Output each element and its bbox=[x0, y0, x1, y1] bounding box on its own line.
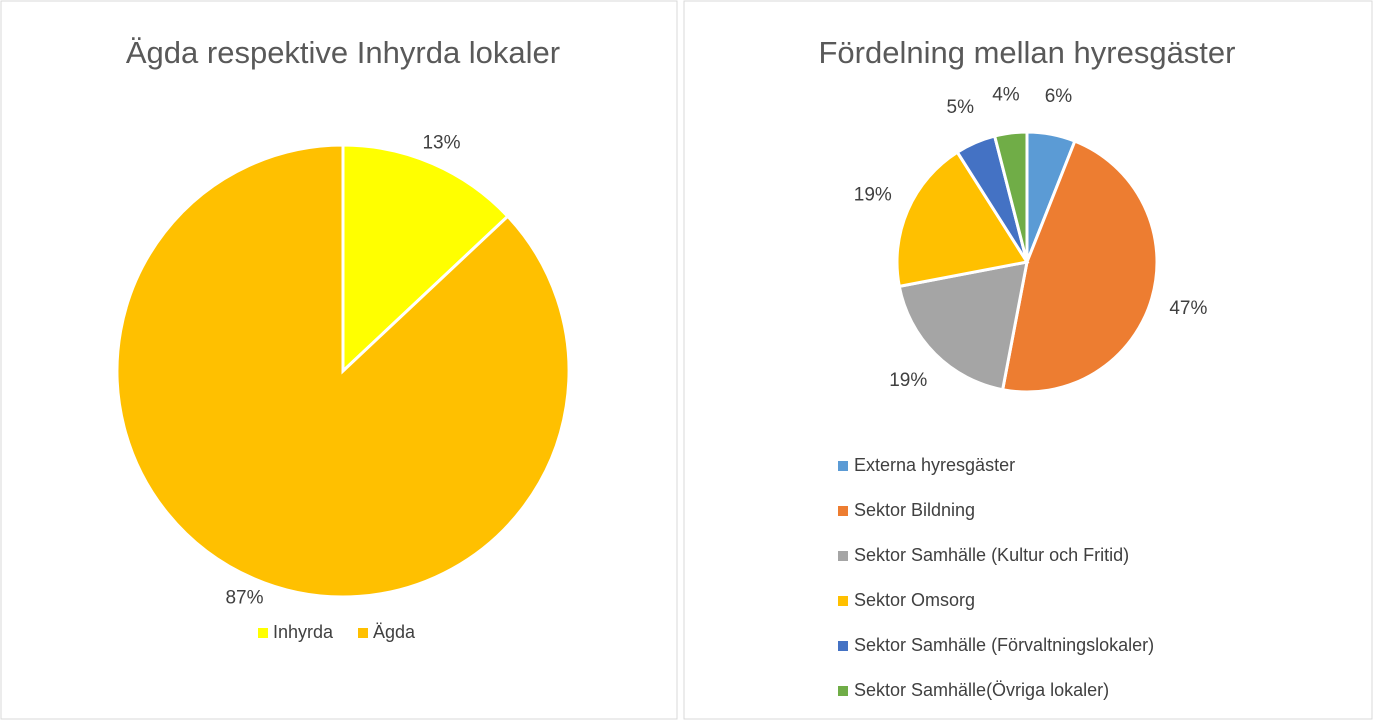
legend-label: Sektor Samhälle (Kultur och Fritid) bbox=[854, 545, 1129, 565]
pie-slice bbox=[992, 130, 1029, 263]
data-label: 19% bbox=[889, 370, 927, 391]
legend-label: Sektor Bildning bbox=[854, 500, 975, 520]
data-label: 47% bbox=[1169, 298, 1207, 319]
legend-label: Sektor Samhälle (Förvaltningslokaler) bbox=[854, 635, 1154, 655]
data-label: 87% bbox=[225, 588, 263, 609]
legend-swatch bbox=[258, 628, 268, 638]
chart-title: Fördelning mellan hyresgäster bbox=[819, 35, 1236, 70]
pie-slice bbox=[897, 260, 1029, 392]
legend-swatch bbox=[838, 506, 848, 516]
legend-label: Externa hyresgäster bbox=[854, 455, 1015, 475]
data-label: 19% bbox=[854, 184, 892, 205]
data-label: 5% bbox=[947, 97, 975, 118]
data-label: 6% bbox=[1045, 86, 1073, 107]
legend-swatch bbox=[838, 641, 848, 651]
legend-label: Sektor Omsorg bbox=[854, 590, 975, 610]
data-label: 4% bbox=[992, 84, 1020, 105]
pie-slice bbox=[115, 143, 571, 599]
legend-label: Inhyrda bbox=[273, 622, 334, 642]
pie-slice bbox=[895, 150, 1030, 289]
chart-title: Ägda respektive Inhyrda lokaler bbox=[126, 35, 560, 70]
data-label: 13% bbox=[422, 132, 460, 153]
pie-slice bbox=[1000, 139, 1159, 394]
legend-swatch bbox=[838, 596, 848, 606]
legend-swatch bbox=[358, 628, 368, 638]
pie-slice bbox=[341, 143, 510, 375]
legend-label: Sektor Samhälle(Övriga lokaler) bbox=[854, 680, 1109, 700]
legend-swatch bbox=[838, 686, 848, 696]
legend-label: Ägda bbox=[373, 622, 416, 642]
legend-swatch bbox=[838, 461, 848, 471]
legend-swatch bbox=[838, 551, 848, 561]
